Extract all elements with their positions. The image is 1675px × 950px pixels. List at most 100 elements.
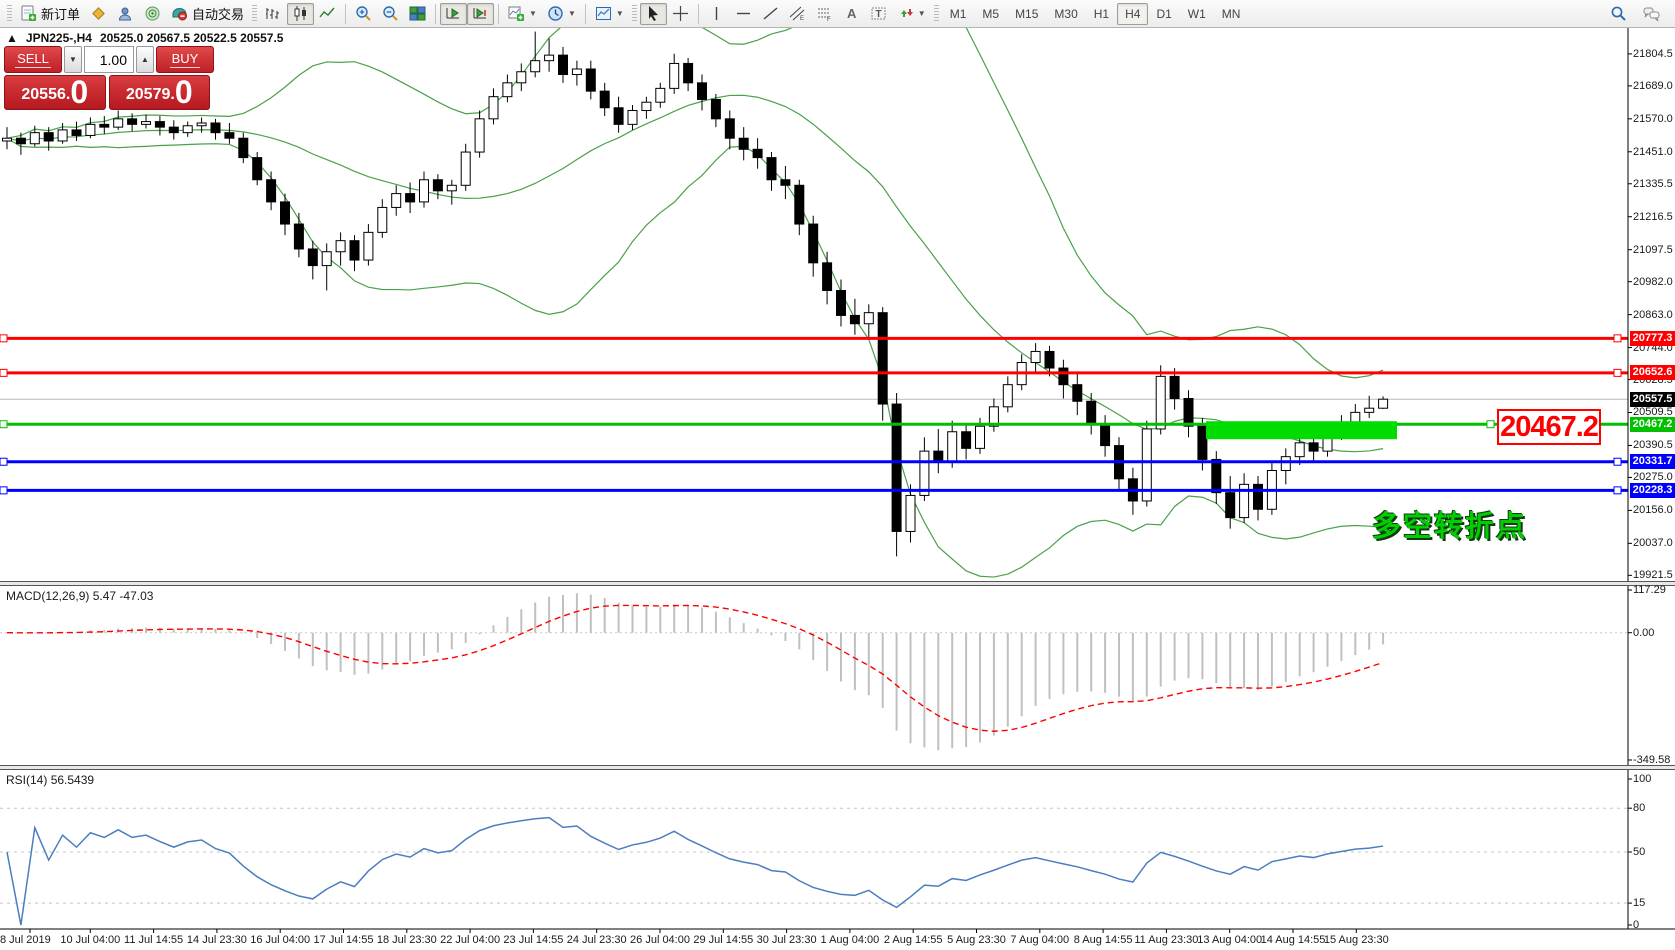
line-handle[interactable]	[0, 486, 8, 495]
bull-candle[interactable]	[641, 101, 652, 112]
timeframe-button-m5[interactable]: M5	[982, 6, 1000, 21]
bear-candle[interactable]	[238, 137, 249, 159]
bull-candle[interactable]	[1155, 375, 1166, 430]
timeframe-button-mn[interactable]: MN	[1221, 6, 1241, 21]
bull-candle[interactable]	[516, 71, 527, 84]
bear-candle[interactable]	[1058, 367, 1069, 386]
bear-candle[interactable]	[710, 98, 721, 120]
bull-candle[interactable]	[1294, 442, 1305, 458]
bear-candle[interactable]	[405, 193, 416, 203]
tile-windows-button[interactable]	[404, 3, 431, 25]
bear-candle[interactable]	[293, 223, 304, 250]
timeframe-button-m15[interactable]: M15	[1015, 6, 1039, 21]
bear-candle[interactable]	[599, 90, 610, 109]
bear-candle[interactable]	[266, 179, 277, 203]
bull-candle[interactable]	[544, 54, 555, 62]
bull-candle[interactable]	[947, 431, 958, 463]
timeframe-button-h4[interactable]: H4	[1117, 2, 1149, 25]
candlestick-chart-button[interactable]	[287, 2, 315, 25]
bollinger-upper-band[interactable]	[6, 0, 1384, 379]
line-handle[interactable]	[1486, 420, 1495, 429]
bear-candle[interactable]	[1086, 400, 1097, 424]
bear-candle[interactable]	[697, 82, 707, 100]
line-handle[interactable]	[0, 457, 8, 466]
bull-candle[interactable]	[57, 129, 68, 142]
bull-candle[interactable]	[571, 68, 582, 76]
bull-candle[interactable]	[391, 193, 402, 208]
bull-candle[interactable]	[335, 240, 346, 253]
zoom-in-button[interactable]	[350, 3, 377, 25]
bull-candle[interactable]	[377, 206, 388, 233]
bear-candle[interactable]	[71, 129, 82, 136]
bear-candle[interactable]	[1100, 422, 1111, 447]
bear-candle[interactable]	[836, 290, 846, 316]
crosshair-button[interactable]	[667, 3, 694, 25]
bull-candle[interactable]	[919, 450, 930, 496]
broadcast-button[interactable]	[139, 3, 166, 25]
bear-candle[interactable]	[1044, 350, 1055, 369]
trendline-tool[interactable]	[757, 3, 784, 25]
bull-candle[interactable]	[474, 118, 485, 153]
turning-point-note[interactable]: 多空转折点	[1372, 511, 1528, 543]
price-callout-box[interactable]: 20467.2	[1497, 409, 1601, 445]
bull-candle[interactable]	[669, 62, 680, 89]
bull-candle[interactable]	[655, 87, 666, 103]
bear-candle[interactable]	[127, 118, 138, 125]
bull-candle[interactable]	[988, 406, 999, 427]
bear-candle[interactable]	[558, 54, 568, 76]
bull-candle[interactable]	[1002, 384, 1013, 408]
bear-candle[interactable]	[252, 157, 263, 181]
volume-input[interactable]	[84, 46, 134, 73]
bull-candle[interactable]	[196, 122, 207, 127]
bull-candle[interactable]	[85, 123, 96, 136]
bear-candle[interactable]	[808, 223, 819, 264]
timeframe-button-m1[interactable]: M1	[949, 6, 967, 21]
bear-candle[interactable]	[43, 132, 54, 142]
bull-candle[interactable]	[363, 231, 374, 261]
bollinger-middle-band[interactable]	[6, 94, 1384, 453]
bear-candle[interactable]	[613, 107, 624, 125]
bear-candle[interactable]	[154, 121, 165, 128]
bull-candle[interactable]	[1378, 398, 1389, 409]
sell-button[interactable]: SELL	[4, 46, 62, 73]
bull-candle[interactable]	[460, 151, 471, 186]
metaquotes-button[interactable]	[85, 3, 112, 25]
bull-candle[interactable]	[905, 494, 916, 532]
bull-candle[interactable]	[2, 137, 12, 142]
buy-price-tile[interactable]: 20579. 0	[108, 75, 210, 110]
timeframe-button-d1[interactable]: D1	[1156, 6, 1172, 21]
arrows-tool[interactable]: ▼	[892, 3, 931, 25]
bull-candle[interactable]	[975, 425, 985, 449]
volume-decrease-button[interactable]: ▼	[64, 46, 82, 73]
bull-candle[interactable]	[1364, 407, 1375, 413]
profile-button[interactable]	[112, 3, 139, 25]
bear-candle[interactable]	[210, 122, 221, 134]
bear-candle[interactable]	[1183, 398, 1194, 427]
templates-button[interactable]: ▼	[590, 3, 629, 25]
buy-button[interactable]: BUY	[156, 46, 214, 73]
auto-scroll-button[interactable]	[440, 2, 468, 25]
bear-candle[interactable]	[349, 240, 360, 261]
bear-candle[interactable]	[849, 314, 860, 325]
cursor-button[interactable]	[639, 2, 667, 25]
bear-candle[interactable]	[1253, 483, 1263, 510]
panel-separator[interactable]	[0, 765, 1675, 770]
bear-candle[interactable]	[15, 137, 26, 145]
text-label-tool[interactable]: T	[865, 3, 892, 25]
bear-candle[interactable]	[585, 68, 596, 92]
bull-candle[interactable]	[1239, 483, 1250, 519]
new-order-button[interactable]: 新订单	[15, 3, 85, 25]
bear-candle[interactable]	[168, 126, 179, 134]
bull-candle[interactable]	[419, 179, 429, 203]
support-zone-rectangle[interactable]	[1206, 421, 1397, 440]
bull-candle[interactable]	[530, 60, 541, 73]
bear-candle[interactable]	[724, 118, 735, 139]
indicators-button[interactable]: ▼	[503, 3, 542, 25]
bull-candle[interactable]	[1280, 456, 1291, 472]
panel-separator[interactable]	[0, 581, 1675, 586]
search-button[interactable]	[1605, 3, 1632, 25]
bear-candle[interactable]	[1211, 458, 1222, 494]
bull-candle[interactable]	[502, 82, 513, 98]
bull-candle[interactable]	[182, 125, 193, 134]
